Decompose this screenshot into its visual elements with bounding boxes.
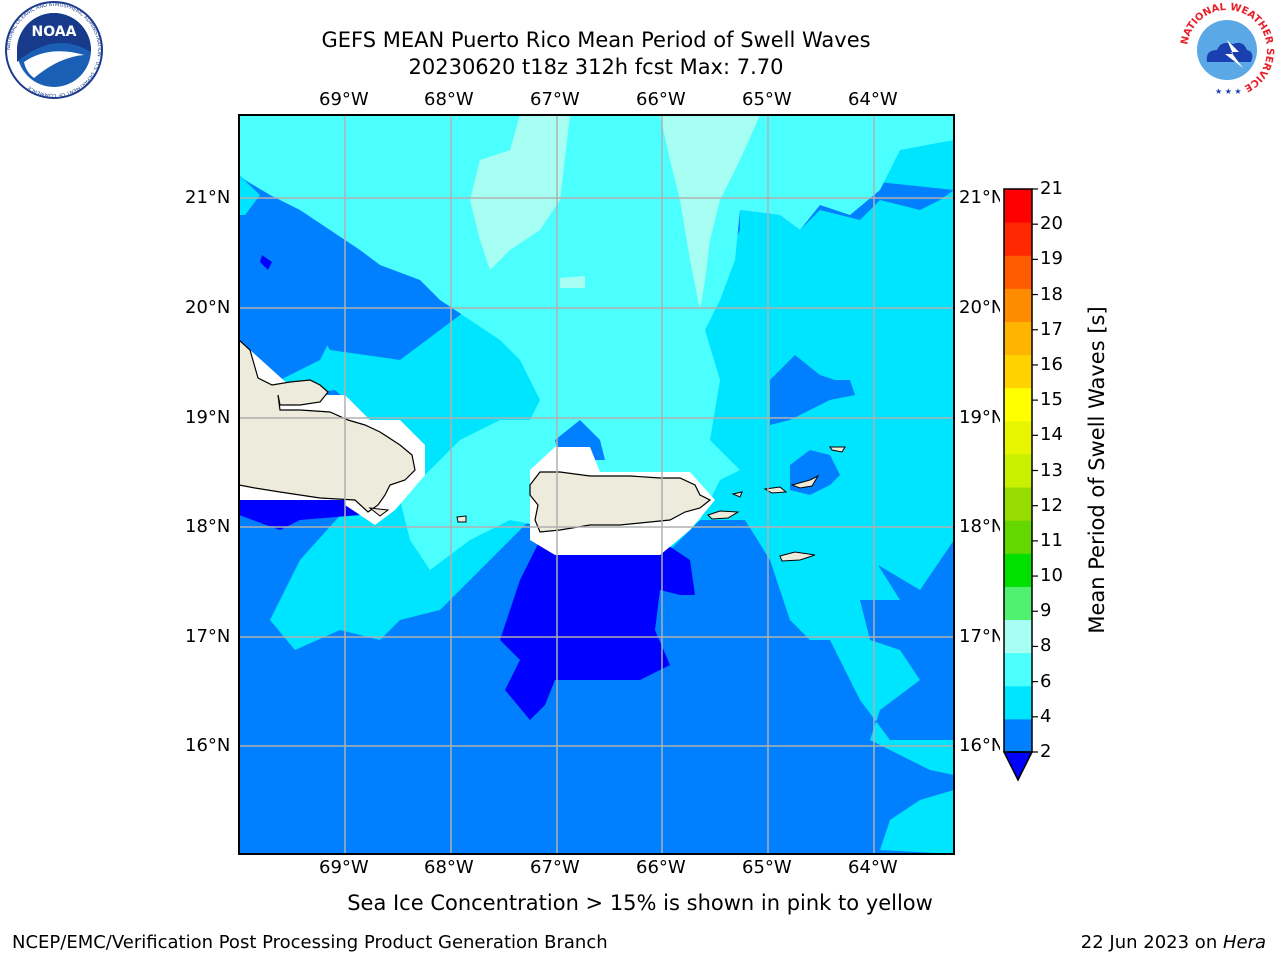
colorbar-tick-label: 13 bbox=[1040, 459, 1063, 481]
lon-label-bottom: 67°W bbox=[530, 857, 580, 878]
contour-2-4-nw bbox=[239, 245, 330, 380]
land-tortola bbox=[790, 474, 820, 489]
contour-lt2-dot bbox=[260, 255, 272, 270]
lon-label-top: 69°W bbox=[319, 89, 369, 110]
lat-label-left: 19°N bbox=[185, 407, 231, 428]
land-culebra bbox=[731, 491, 743, 498]
contour-6-8 bbox=[239, 115, 954, 570]
colorbar-tick-label: 19 bbox=[1040, 248, 1063, 270]
lon-label-bottom: 64°W bbox=[848, 857, 898, 878]
colorbar-tick-label: 6 bbox=[1040, 670, 1052, 692]
lon-label-top: 64°W bbox=[848, 89, 898, 110]
land-stthomas bbox=[763, 486, 788, 494]
land-saona bbox=[368, 507, 390, 517]
chart-subtitle: 20230620 t18z 312h fcst Max: 7.70 bbox=[408, 55, 784, 79]
land-mona bbox=[456, 515, 467, 523]
colorbar-tick-label: 2 bbox=[1040, 741, 1052, 762]
map-frame bbox=[238, 114, 955, 855]
contour-8-9 bbox=[470, 115, 570, 270]
colorbar-tick-label: 15 bbox=[1040, 389, 1063, 411]
colorbar-title: Mean Period of Swell Waves [s] bbox=[1085, 306, 1109, 634]
graticule bbox=[239, 115, 954, 854]
land-anegada bbox=[829, 446, 846, 453]
lon-label-top: 66°W bbox=[636, 89, 686, 110]
lon-label-bottom: 65°W bbox=[742, 857, 792, 878]
sea-ice-note: Sea Ice Concentration > 15% is shown in … bbox=[347, 891, 933, 915]
lat-label-left: 18°N bbox=[185, 516, 231, 537]
colorbar-tick-label: 21 bbox=[1040, 178, 1063, 199]
lat-label-right: 19°N bbox=[959, 407, 1005, 428]
nws-logo: NATIONAL WEATHER SERVICE ★ ★ ★ bbox=[1177, 0, 1277, 104]
contour-lt2-hisp bbox=[239, 500, 360, 530]
contour-8-9-b bbox=[660, 115, 760, 310]
lon-label-bottom: 68°W bbox=[424, 857, 474, 878]
land-stcroix bbox=[779, 551, 816, 562]
land-hispaniola bbox=[239, 339, 416, 513]
colorbar-tick-label: 20 bbox=[1040, 213, 1063, 235]
svg-text:NOAA: NOAA bbox=[32, 24, 77, 40]
colorbar-tick-label: 14 bbox=[1040, 424, 1063, 446]
land-pr bbox=[529, 471, 712, 533]
contour-2-4-ne bbox=[770, 355, 855, 425]
colorbar-tick-label: 12 bbox=[1040, 494, 1063, 516]
lon-label-top: 68°W bbox=[424, 89, 474, 110]
contour-8-9-c bbox=[560, 276, 585, 288]
lat-label-right: 20°N bbox=[959, 297, 1005, 318]
colorbar-tick-label: 8 bbox=[1040, 635, 1052, 657]
contour-lt2-pr-south bbox=[500, 540, 695, 720]
lat-label-right: 21°N bbox=[959, 187, 1005, 208]
lat-label-left: 16°N bbox=[185, 735, 231, 756]
lat-label-right: 17°N bbox=[959, 626, 1005, 647]
chart-title: GEFS MEAN Puerto Rico Mean Period of Swe… bbox=[321, 28, 871, 52]
footer-machine: Hera bbox=[1222, 932, 1266, 953]
land-vieques bbox=[707, 510, 740, 520]
map-contours bbox=[239, 115, 954, 854]
colorbar-tick-label: 17 bbox=[1040, 318, 1063, 340]
colorbar-tick-label: 11 bbox=[1040, 529, 1063, 551]
lon-label-top: 67°W bbox=[530, 89, 580, 110]
colorbar-tick-label: 16 bbox=[1040, 353, 1063, 375]
footer-date-text: 22 Jun 2023 on bbox=[1080, 932, 1223, 953]
colorbar-tick-label: 18 bbox=[1040, 283, 1063, 305]
lat-label-left: 21°N bbox=[185, 187, 231, 208]
lon-label-top: 65°W bbox=[742, 89, 792, 110]
lat-label-right: 18°N bbox=[959, 516, 1005, 537]
lat-label-right: 16°N bbox=[959, 735, 1005, 756]
footer-date: 22 Jun 2023 on Hera bbox=[1081, 932, 1266, 953]
lon-label-bottom: 66°W bbox=[636, 857, 686, 878]
colorbar-tick-label: 10 bbox=[1040, 565, 1063, 587]
lat-label-left: 20°N bbox=[185, 297, 231, 318]
footer-branch: NCEP/EMC/Verification Post Processing Pr… bbox=[12, 932, 608, 953]
svg-text:★ ★ ★: ★ ★ ★ bbox=[1215, 87, 1242, 96]
contour-4-6-b bbox=[239, 175, 260, 215]
lat-label-left: 17°N bbox=[185, 626, 231, 647]
colorbar-tick-label: 9 bbox=[1040, 600, 1052, 622]
lon-label-bottom: 69°W bbox=[319, 857, 369, 878]
noaa-logo: NOAA NATIONAL OCEANIC AND ATMOSPHERIC AD… bbox=[4, 0, 104, 104]
colorbar-tick-label: 4 bbox=[1040, 705, 1052, 727]
